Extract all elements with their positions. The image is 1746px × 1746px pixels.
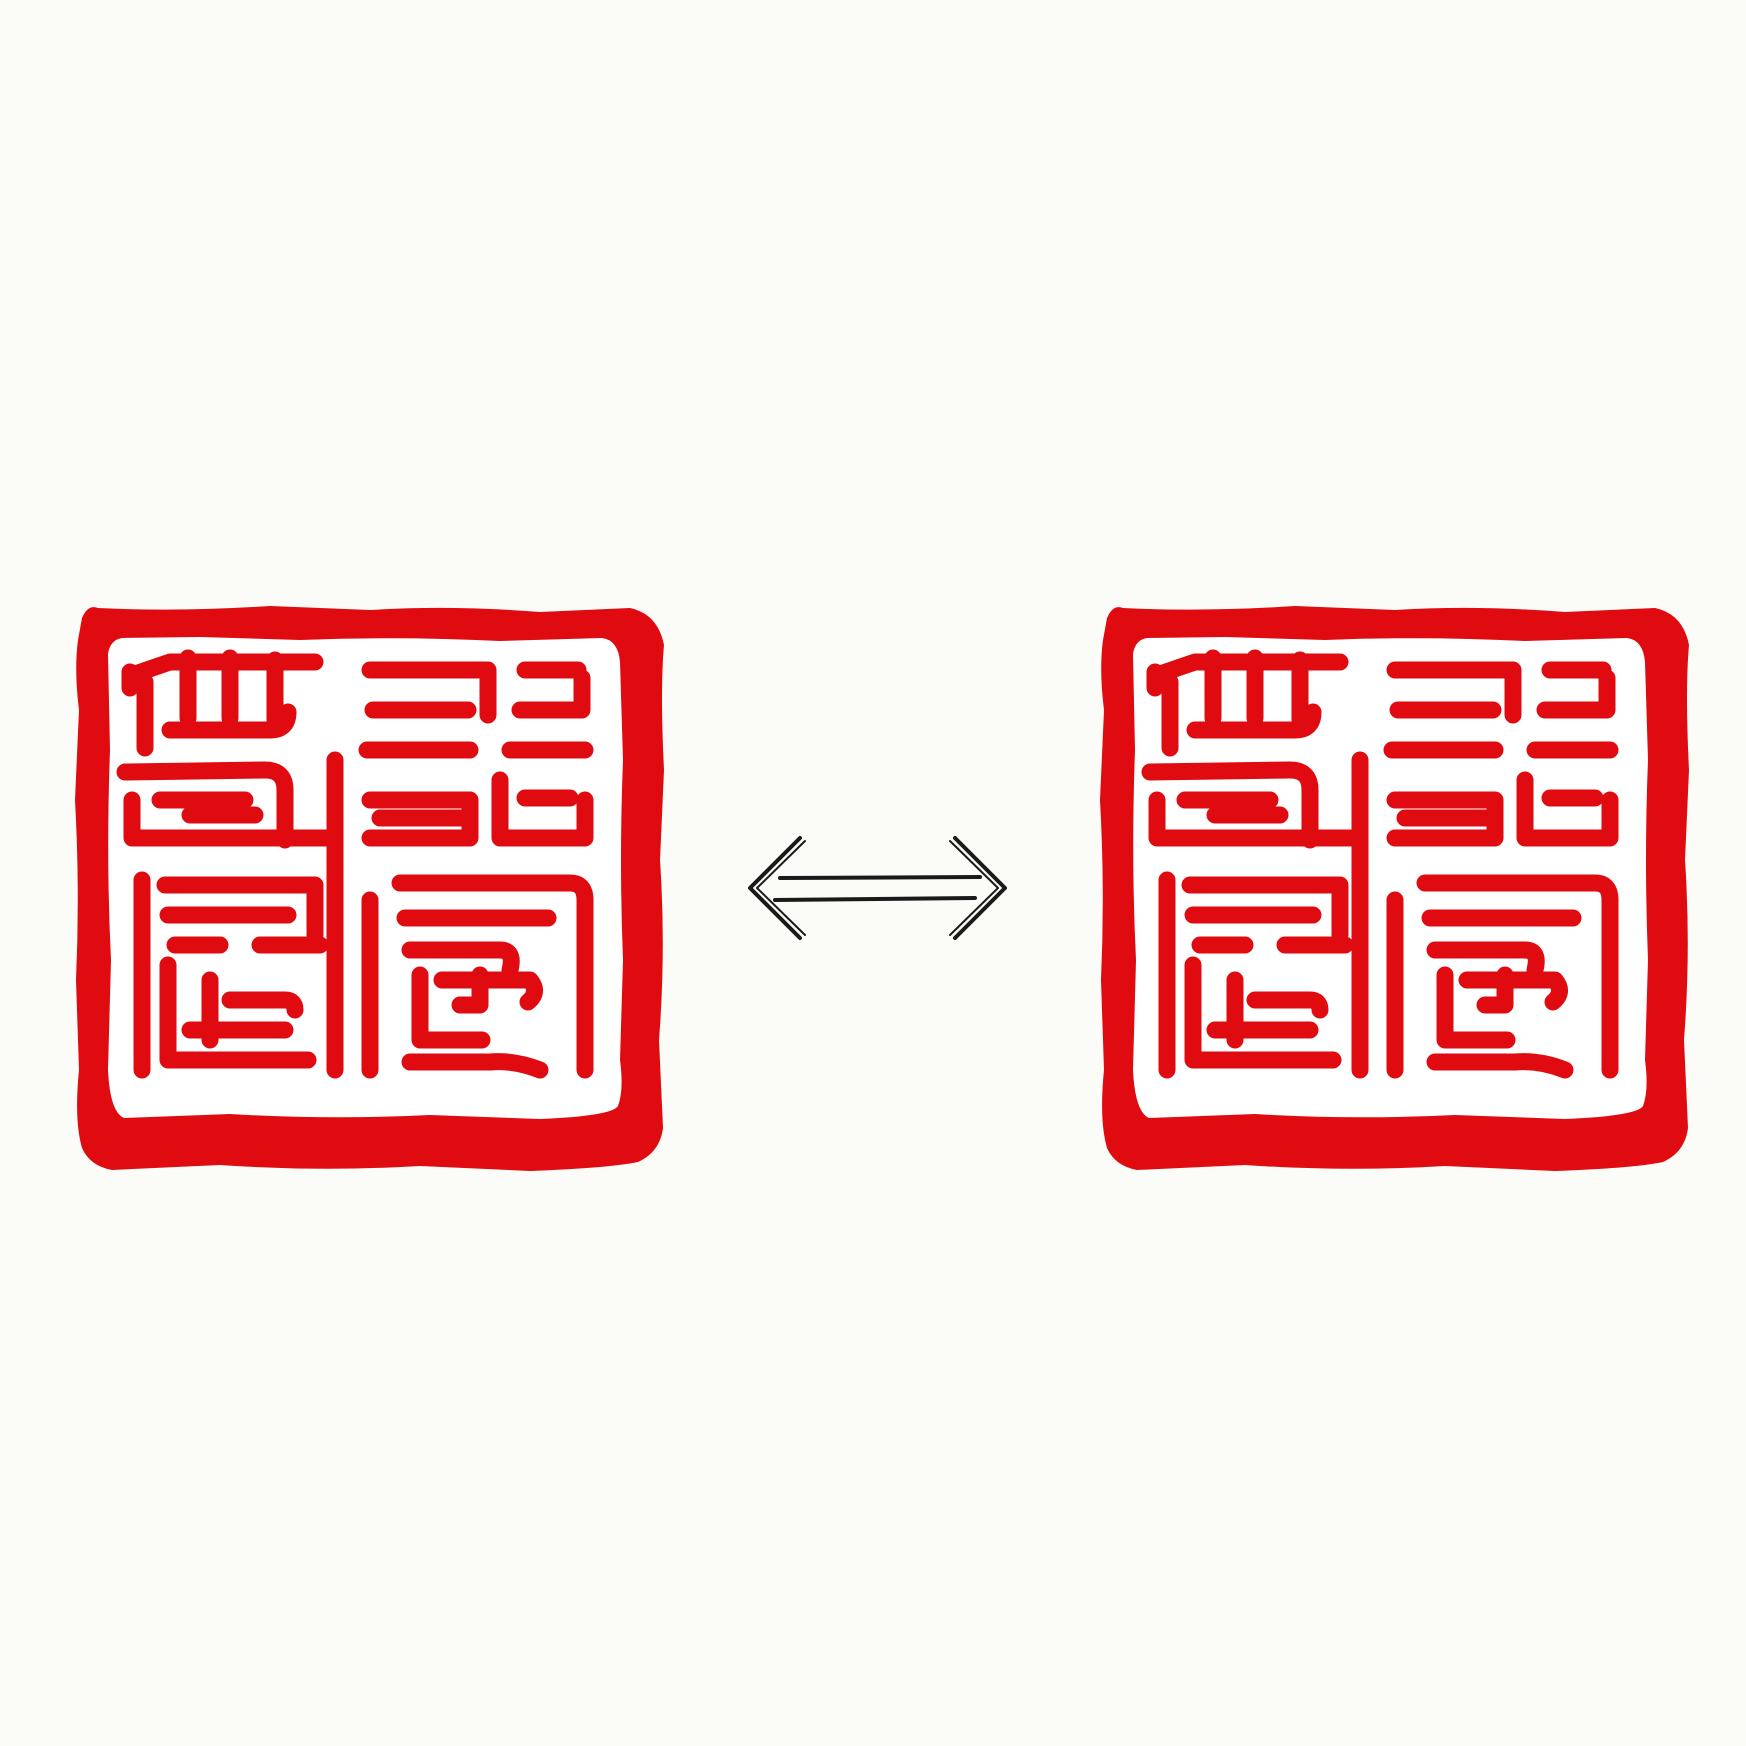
double-arrow-graphic: [748, 836, 1007, 940]
seal-left-graphic: [70, 600, 670, 1175]
seal-right-graphic: [1095, 600, 1695, 1175]
seal-stamp-icon: [1095, 600, 1695, 1175]
seal-stamp-icon: [70, 600, 670, 1175]
double-arrow-icon: [745, 832, 1010, 944]
